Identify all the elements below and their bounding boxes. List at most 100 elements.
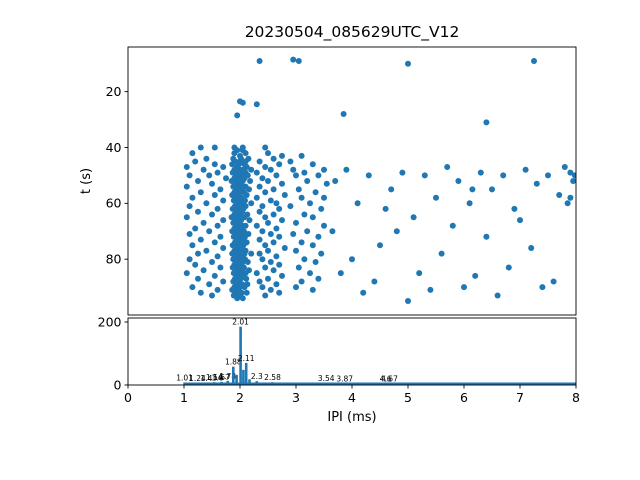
- scatter-point: [279, 152, 285, 159]
- bar-value-label: 1.01: [176, 374, 193, 383]
- histogram-bar: [260, 383, 264, 385]
- x-tick-label: 0: [124, 390, 132, 405]
- scatter-point: [388, 186, 395, 193]
- scatter-point: [259, 175, 266, 182]
- histogram-bar: [333, 384, 337, 385]
- histogram-bar: [277, 383, 281, 385]
- scatter-point: [189, 194, 196, 201]
- scatter-point: [273, 253, 280, 260]
- scatter-point: [273, 200, 280, 207]
- scatter-point: [295, 58, 302, 64]
- scatter-point: [307, 270, 313, 277]
- histogram-bar: [183, 382, 186, 385]
- scatter-point: [321, 222, 327, 229]
- scatter-point: [229, 161, 236, 168]
- histogram-bar: [220, 381, 223, 385]
- scatter-point: [301, 211, 308, 218]
- scatter-point: [461, 284, 467, 291]
- scatter-point: [270, 186, 277, 193]
- scatter-point: [405, 60, 411, 67]
- scatter-point: [217, 264, 224, 271]
- axes-spine: [127, 46, 577, 316]
- scatter-point: [287, 203, 294, 210]
- scatter-point: [206, 172, 213, 179]
- bar-value-label: 4.6: [380, 374, 392, 383]
- scatter-point: [309, 214, 316, 221]
- scatter-point: [265, 178, 271, 184]
- scatter-point: [265, 247, 271, 254]
- scatter-point: [243, 289, 250, 296]
- scatter-point: [220, 278, 227, 285]
- bar-value-label: 1.54: [206, 373, 223, 382]
- scatter-point: [405, 298, 411, 304]
- scatter-point: [539, 284, 546, 291]
- scatter-point: [276, 233, 283, 240]
- scatter-point: [321, 194, 327, 201]
- histogram-bar: [235, 374, 238, 385]
- scatter-point: [192, 225, 199, 232]
- x-tick-label: 8: [572, 390, 580, 405]
- scatter-point: [267, 166, 274, 173]
- histogram-bar: [248, 379, 251, 385]
- scatter-point: [253, 194, 260, 201]
- scatter-point: [318, 250, 325, 257]
- scatter-point: [517, 217, 523, 224]
- scatter-point: [186, 256, 193, 263]
- scatter-point: [203, 247, 210, 254]
- scatter-point: [550, 278, 557, 285]
- scatter-point: [220, 197, 227, 204]
- scatter-point: [567, 169, 574, 176]
- y-tick-label: 80: [106, 252, 122, 267]
- scatter-point: [243, 275, 250, 282]
- x-tick-label: 5: [404, 390, 412, 405]
- scatter-point: [203, 155, 210, 162]
- scatter-point: [192, 261, 199, 268]
- scatter-point: [256, 158, 263, 165]
- scatter-point: [304, 178, 311, 184]
- scatter-point: [301, 256, 308, 263]
- scatter-point: [186, 172, 193, 179]
- scatter-point: [318, 205, 325, 212]
- scatter-point: [183, 270, 190, 277]
- scatter-point: [382, 205, 389, 212]
- scatter-point: [528, 245, 535, 251]
- scatter-point: [195, 250, 201, 257]
- scatter-point: [197, 236, 204, 243]
- scatter-point: [433, 194, 439, 201]
- scatter-point: [505, 264, 512, 271]
- scatter-point: [200, 219, 207, 226]
- scatter-point: [270, 155, 277, 162]
- scatter-point: [469, 186, 476, 193]
- scatter-point: [197, 144, 204, 151]
- scatter-point: [259, 203, 266, 210]
- scatter-point: [489, 186, 495, 193]
- scatter-point: [290, 231, 297, 237]
- scatter-point: [315, 172, 322, 179]
- scatter-point: [567, 194, 574, 201]
- scatter-point: [262, 164, 269, 170]
- scatter-point: [564, 200, 571, 207]
- histogram-baseline: [184, 382, 576, 385]
- bar-value-label: 4.67: [381, 374, 398, 383]
- scatter-point: [290, 56, 297, 63]
- scatter-point: [298, 194, 305, 201]
- bar-value-label: 2.11: [238, 354, 255, 363]
- scatter-point: [256, 250, 263, 257]
- scatter-point: [323, 180, 330, 187]
- histogram-series: 1.011.241.41.541.61.671.78 1.88 2.01 2.11 2.…: [176, 318, 576, 385]
- scatter-point: [214, 253, 221, 260]
- scatter-point: [209, 211, 215, 218]
- scatter-point: [220, 164, 227, 170]
- scatter-point: [256, 58, 263, 64]
- scatter-point: [444, 164, 451, 170]
- plot-area: 1.011.241.41.541.61.671.78 1.88 2.01 2.11 2.…: [98, 46, 580, 405]
- scatter-point: [247, 178, 254, 184]
- scatter-point: [295, 264, 302, 271]
- x-tick-label: 6: [460, 390, 468, 405]
- scatter-point: [253, 270, 260, 277]
- scatter-point: [211, 161, 218, 168]
- scatter-point: [262, 144, 269, 151]
- bar-value-label: 2.58: [264, 373, 281, 382]
- histogram-bar: [388, 383, 391, 385]
- scatter-point: [262, 292, 269, 299]
